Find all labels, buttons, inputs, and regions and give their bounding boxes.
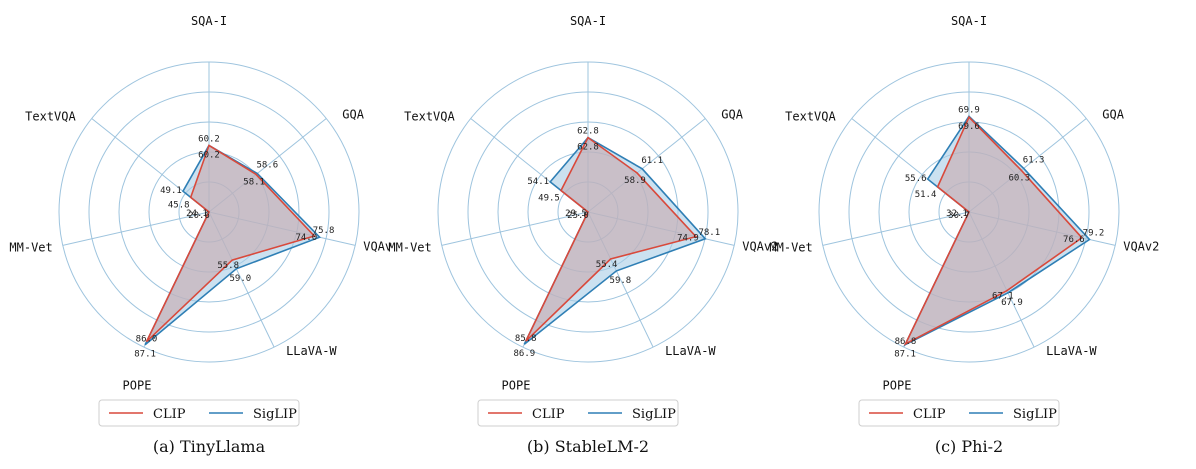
value-label-siglip: 58.6 xyxy=(256,160,278,170)
axis-label: LLaVA-W xyxy=(665,344,716,358)
value-label-clip: 55.4 xyxy=(596,260,618,270)
legend-label-siglip: SigLIP xyxy=(632,407,676,422)
value-label-clip: 20.6 xyxy=(188,211,210,221)
legend-label-siglip: SigLIP xyxy=(253,407,297,422)
series-polygon-clip xyxy=(145,144,316,343)
value-label-clip: 67.1 xyxy=(992,292,1014,302)
value-label-clip: 49.5 xyxy=(538,193,560,203)
value-label-siglip: 55.6 xyxy=(905,174,927,184)
value-label-clip: 74.9 xyxy=(677,234,699,244)
axis-label: GQA xyxy=(721,107,743,121)
axis-label: TextVQA xyxy=(785,109,836,123)
legend: CLIP SigLIP xyxy=(858,399,1060,427)
legend-label-siglip: SigLIP xyxy=(1013,407,1057,422)
axis-label: POPE xyxy=(502,379,531,393)
subfigure-caption: (c) Phi-2 xyxy=(935,437,1003,456)
value-label-siglip: 24.1 xyxy=(186,209,208,219)
axis-label: SQA-I xyxy=(570,14,606,28)
legend-label-clip: CLIP xyxy=(153,407,186,422)
value-label-siglip: 29.5 xyxy=(565,209,587,219)
value-label-siglip: 79.2 xyxy=(1083,229,1105,239)
axis-label: SQA-I xyxy=(951,14,987,28)
value-label-clip: 74.0 xyxy=(295,233,317,243)
value-label-siglip: 49.1 xyxy=(160,186,182,196)
value-label-clip: 69.6 xyxy=(958,122,980,132)
axis-label: VQAv2 xyxy=(1123,239,1159,253)
value-label-siglip: 59.8 xyxy=(610,276,632,286)
legend-label-clip: CLIP xyxy=(913,407,946,422)
value-label-clip: 45.8 xyxy=(168,200,190,210)
legend: CLIP SigLIP xyxy=(477,399,679,427)
value-label-clip: 51.4 xyxy=(915,190,937,200)
axis-label: POPE xyxy=(123,379,152,393)
value-label-siglip: 61.1 xyxy=(641,156,663,166)
value-label-clip: 55.8 xyxy=(217,261,239,271)
value-label-siglip: 67.9 xyxy=(1001,298,1023,308)
value-label-siglip: 87.1 xyxy=(134,350,156,360)
axis-label: GQA xyxy=(1102,107,1124,121)
axis-label: MM-Vet xyxy=(388,240,431,254)
legend-box xyxy=(858,399,1060,427)
series-polygon-clip xyxy=(525,136,698,342)
value-label-clip: 60.3 xyxy=(1008,173,1030,183)
value-label-siglip: 62.8 xyxy=(577,127,599,137)
axis-label: MM-Vet xyxy=(769,240,812,254)
series-polygon-clip xyxy=(903,115,1084,346)
legend: CLIP SigLIP xyxy=(98,399,300,427)
value-label-clip: 60.2 xyxy=(198,150,220,160)
value-label-siglip: 75.8 xyxy=(313,226,335,236)
value-label-clip: 86.0 xyxy=(136,335,158,345)
legend-box xyxy=(477,399,679,427)
subfigure-caption: (b) StableLM-2 xyxy=(527,437,649,456)
value-label-siglip: 59.0 xyxy=(229,274,251,284)
axis-label: LLaVA-W xyxy=(1046,344,1097,358)
radar-chart-1: SQA-I GQA VQAv LLaVA-W POPE MM-Vet TextVQA 60.2… xyxy=(9,14,392,456)
legend-label-clip: CLIP xyxy=(532,407,565,422)
axis-label: VQAv xyxy=(363,239,392,253)
axis-label: MM-Vet xyxy=(9,240,52,254)
value-label-clip: 76.6 xyxy=(1063,235,1085,245)
value-label-siglip: 60.2 xyxy=(198,134,220,144)
value-label-clip: 30.7 xyxy=(948,211,970,221)
subfigure-caption: (a) TinyLlama xyxy=(153,437,266,456)
value-label-clip: 85.8 xyxy=(515,334,537,344)
value-label-clip: 86.8 xyxy=(895,337,917,347)
axis-label: TextVQA xyxy=(404,109,455,123)
value-label-clip: 25.0 xyxy=(567,211,589,221)
value-label-siglip: 86.9 xyxy=(514,349,536,359)
value-label-siglip: 61.3 xyxy=(1023,155,1045,165)
spoke-line xyxy=(822,211,970,246)
value-label-clip: 62.8 xyxy=(577,143,599,153)
value-label-siglip: 69.9 xyxy=(958,105,980,115)
value-label-siglip: 54.1 xyxy=(527,177,549,187)
value-label-siglip: 87.1 xyxy=(894,350,916,360)
value-label-siglip: 32.1 xyxy=(946,209,968,219)
axis-label: VQAv2 xyxy=(742,239,778,253)
value-label-clip: 58.1 xyxy=(243,177,265,187)
spoke-line xyxy=(62,211,210,246)
value-label-clip: 58.9 xyxy=(624,176,646,186)
axis-label: TextVQA xyxy=(25,109,76,123)
axis-label: POPE xyxy=(883,379,912,393)
legend-box xyxy=(98,399,300,427)
spoke-line xyxy=(441,211,589,246)
axis-label: GQA xyxy=(342,107,364,121)
axis-label: LLaVA-W xyxy=(286,344,337,358)
radar-chart-2: SQA-I GQA VQAv2 LLaVA-W POPE MM-Vet TextVQA 62.… xyxy=(388,14,778,456)
value-label-siglip: 78.1 xyxy=(698,228,720,238)
radar-chart-3: SQA-I GQA VQAv2 LLaVA-W POPE MM-Vet TextVQA 69.… xyxy=(769,14,1159,456)
axis-label: SQA-I xyxy=(191,14,227,28)
